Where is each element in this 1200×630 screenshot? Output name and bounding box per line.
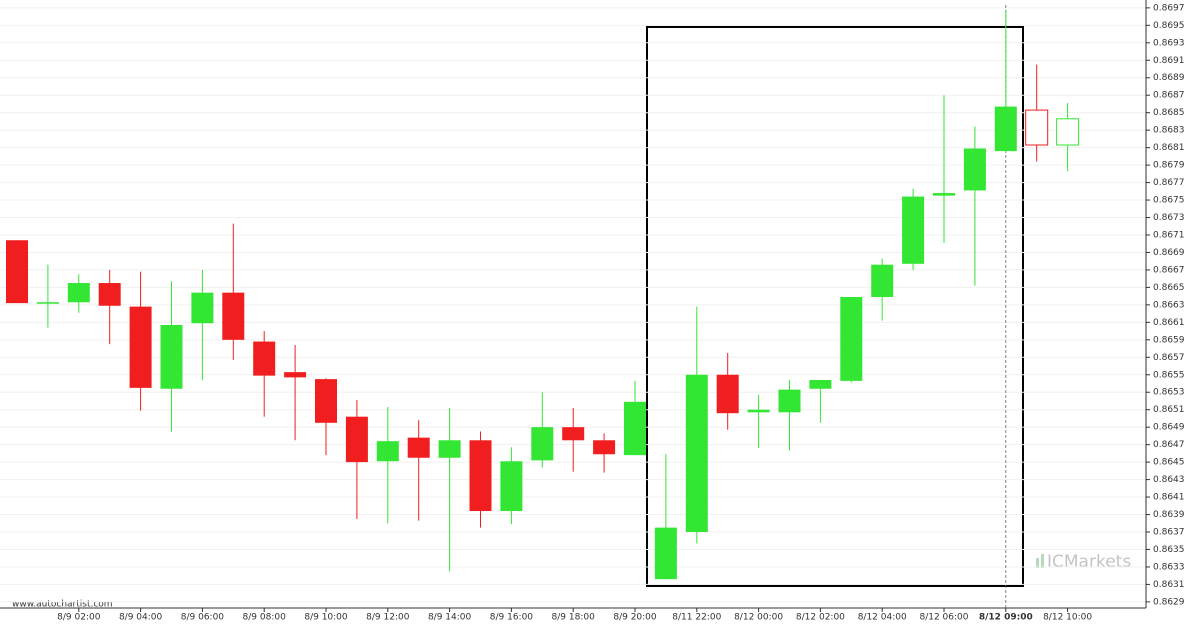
source-label: www.autochartist.com (12, 600, 113, 610)
x-tick-label: 8/9 06:00 (181, 613, 225, 623)
candle-body (315, 379, 337, 423)
candle-body (778, 389, 801, 413)
candle-body (933, 193, 955, 196)
y-tick-label: 0.8637 (1153, 528, 1185, 538)
brand-label: ICMarkets (1047, 552, 1131, 572)
logo-bar (1036, 558, 1039, 568)
candle-body (222, 292, 245, 340)
y-tick-label: 0.8643 (1153, 475, 1185, 485)
x-tick-label: 8/12 09:00 (979, 613, 1033, 623)
x-tick-label: 8/12 10:00 (1043, 613, 1092, 623)
y-tick-label: 0.8655 (1153, 370, 1185, 380)
candle-body (500, 461, 523, 512)
candle-body (438, 440, 461, 458)
y-tick-label: 0.8659 (1153, 335, 1185, 345)
candle-body (654, 527, 677, 580)
brand-logo: ICMarkets (1036, 552, 1131, 572)
y-tick-label: 0.8687 (1153, 91, 1185, 101)
candle-body (963, 148, 986, 191)
y-tick-label: 0.8631 (1153, 580, 1185, 590)
y-tick-label: 0.8667 (1153, 265, 1185, 275)
candle-body (624, 401, 646, 456)
candle-body (1056, 118, 1080, 146)
y-tick-label: 0.8683 (1153, 126, 1185, 136)
y-tick-label: 0.8669 (1153, 248, 1185, 258)
y-tick-label: 0.8657 (1153, 353, 1185, 363)
y-tick-label: 0.8677 (1153, 178, 1185, 188)
candle-body (284, 372, 307, 378)
candle-body (1025, 109, 1049, 146)
candle-body (840, 297, 863, 381)
candle-body (871, 264, 894, 298)
y-tick-label: 0.8689 (1153, 73, 1185, 83)
candle-body (809, 380, 832, 389)
candle-body (98, 283, 121, 306)
y-tick-label: 0.8629 (1153, 597, 1185, 607)
x-tick-label: 8/9 02:00 (57, 613, 101, 623)
y-tick-label: 0.8665 (1153, 283, 1185, 293)
candle-body (685, 374, 708, 532)
candle-body (531, 427, 554, 461)
candle-body (6, 240, 28, 304)
candle-body (160, 324, 183, 389)
y-tick-label: 0.8645 (1153, 458, 1185, 468)
y-tick-label: 0.8695 (1153, 21, 1185, 31)
y-tick-label: 0.8661 (1153, 318, 1185, 328)
x-tick-label: 8/9 08:00 (243, 613, 287, 623)
y-tick-label: 0.8673 (1153, 213, 1185, 223)
x-tick-label: 8/9 12:00 (366, 613, 410, 623)
y-tick-label: 0.8633 (1153, 562, 1185, 572)
y-tick-label: 0.8641 (1153, 493, 1185, 503)
y-tick-label: 0.8679 (1153, 161, 1185, 171)
y-tick-label: 0.8691 (1153, 56, 1185, 66)
y-tick-label: 0.8663 (1153, 300, 1185, 310)
y-tick-label: 0.8681 (1153, 143, 1185, 153)
x-tick-label: 8/9 20:00 (613, 613, 657, 623)
candle-body (376, 441, 399, 462)
logo-bar (1041, 554, 1044, 568)
candle-body (593, 440, 616, 455)
y-tick-label: 0.8635 (1153, 545, 1185, 555)
pattern-box (646, 26, 1024, 587)
y-tick-label: 0.8651 (1153, 405, 1185, 415)
plot: 0.8629 0.8631 0.8633 0.8635 0.8637 0.8639 0.86… (0, 0, 1185, 623)
y-tick-label: 0.8693 (1153, 38, 1185, 48)
candle-body (129, 306, 152, 388)
candle-body (253, 341, 276, 376)
y-tick-label: 0.8647 (1153, 440, 1185, 450)
x-tick-label: 8/12 04:00 (858, 613, 907, 623)
y-tick-label: 0.8697 (1153, 3, 1185, 13)
x-tick-label: 8/12 00:00 (734, 613, 783, 623)
candle-body (994, 106, 1017, 152)
x-tick-label: 8/9 10:00 (304, 613, 348, 623)
x-tick-label: 8/9 18:00 (552, 613, 596, 623)
y-tick-label: 0.8685 (1153, 108, 1185, 118)
candle-body (36, 302, 59, 304)
candle-body (191, 292, 214, 324)
candle-body (902, 196, 925, 264)
x-tick-label: 8/11 22:00 (672, 613, 721, 623)
candle-body (716, 374, 739, 414)
x-tick-label: 8/9 14:00 (428, 613, 472, 623)
x-tick-label: 8/12 02:00 (796, 613, 845, 623)
candle-body (469, 440, 492, 512)
candle-body (407, 437, 430, 458)
candle-body (747, 409, 770, 413)
x-tick-label: 8/12 06:00 (919, 613, 968, 623)
candle-body (345, 416, 368, 463)
candle-body (562, 427, 585, 441)
y-tick-label: 0.8675 (1153, 196, 1185, 206)
y-tick-label: 0.8671 (1153, 230, 1185, 240)
candle-body (67, 283, 90, 303)
y-tick-label: 0.8653 (1153, 388, 1185, 398)
y-tick-label: 0.8639 (1153, 510, 1185, 520)
y-tick-label: 0.8649 (1153, 423, 1185, 433)
x-tick-label: 8/9 16:00 (490, 613, 534, 623)
x-tick-label: 8/9 04:00 (119, 613, 163, 623)
